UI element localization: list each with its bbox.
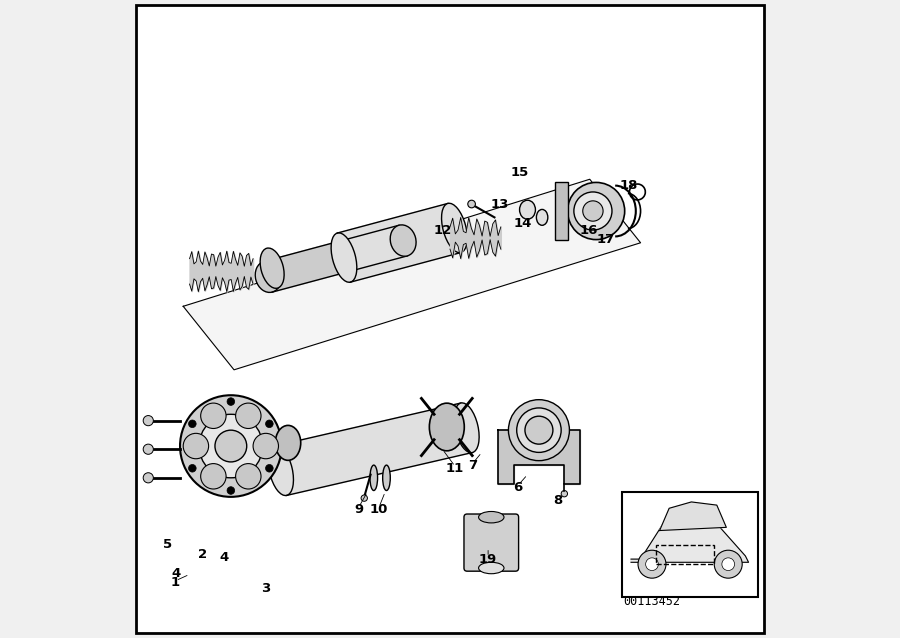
Ellipse shape [391, 225, 416, 256]
Text: 19: 19 [479, 553, 497, 566]
Ellipse shape [508, 399, 570, 461]
FancyBboxPatch shape [464, 514, 518, 571]
Bar [554, 182, 568, 240]
Ellipse shape [562, 491, 568, 497]
Text: 8: 8 [554, 494, 562, 507]
Ellipse shape [536, 209, 548, 225]
Ellipse shape [442, 204, 467, 253]
Ellipse shape [260, 248, 284, 288]
Circle shape [645, 558, 659, 570]
Text: 6: 6 [513, 481, 523, 494]
Ellipse shape [382, 465, 391, 491]
Ellipse shape [479, 512, 504, 523]
Circle shape [143, 415, 153, 426]
Polygon shape [338, 204, 461, 282]
Ellipse shape [361, 495, 367, 501]
Circle shape [188, 420, 196, 427]
Circle shape [143, 473, 153, 483]
Ellipse shape [525, 416, 553, 444]
Ellipse shape [519, 200, 536, 219]
Ellipse shape [454, 403, 479, 453]
Text: 14: 14 [514, 217, 532, 230]
Polygon shape [660, 502, 726, 531]
Ellipse shape [268, 446, 293, 496]
Circle shape [188, 464, 196, 472]
Polygon shape [631, 518, 749, 562]
Circle shape [184, 433, 209, 459]
Circle shape [638, 550, 666, 578]
Ellipse shape [583, 201, 603, 221]
Text: 17: 17 [597, 233, 615, 246]
Circle shape [215, 430, 247, 462]
Circle shape [180, 395, 282, 497]
Ellipse shape [574, 192, 612, 230]
Circle shape [236, 464, 261, 489]
Circle shape [236, 403, 261, 429]
Ellipse shape [275, 426, 301, 461]
Bar [622, 493, 758, 597]
Polygon shape [264, 225, 408, 292]
Text: 10: 10 [370, 503, 388, 516]
Polygon shape [184, 179, 641, 370]
Circle shape [199, 414, 263, 478]
Circle shape [266, 420, 274, 427]
Text: 15: 15 [510, 167, 529, 179]
Circle shape [201, 464, 226, 489]
Circle shape [227, 397, 235, 405]
Circle shape [227, 487, 235, 494]
Ellipse shape [429, 403, 464, 451]
Ellipse shape [479, 562, 504, 574]
Polygon shape [275, 403, 472, 496]
Ellipse shape [517, 408, 562, 452]
Text: 4: 4 [171, 567, 180, 579]
Ellipse shape [568, 182, 625, 240]
Circle shape [722, 558, 734, 570]
Bar [656, 545, 714, 564]
Text: 3: 3 [261, 582, 270, 595]
Text: 16: 16 [580, 223, 598, 237]
Text: 2: 2 [198, 547, 207, 561]
Ellipse shape [370, 465, 378, 491]
Text: 12: 12 [433, 223, 452, 237]
Text: 00113452: 00113452 [623, 595, 680, 608]
Text: 11: 11 [446, 462, 464, 475]
Text: 9: 9 [354, 503, 363, 516]
Circle shape [266, 464, 274, 472]
Text: 5: 5 [163, 538, 172, 551]
Text: 13: 13 [491, 198, 508, 211]
Text: 7: 7 [468, 459, 477, 471]
Text: 18: 18 [620, 179, 638, 192]
Circle shape [253, 433, 278, 459]
Ellipse shape [331, 233, 356, 282]
Circle shape [201, 403, 226, 429]
Text: 1: 1 [171, 576, 180, 589]
Circle shape [143, 444, 153, 454]
Polygon shape [498, 430, 580, 484]
Ellipse shape [256, 261, 281, 292]
Text: 4: 4 [220, 551, 230, 564]
Ellipse shape [468, 200, 475, 208]
Circle shape [715, 550, 742, 578]
